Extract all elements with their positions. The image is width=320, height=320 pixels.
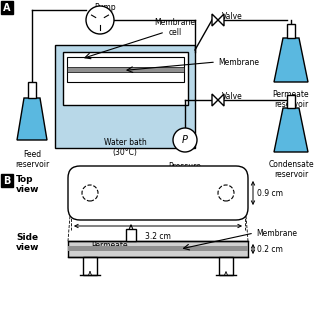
Polygon shape: [274, 108, 308, 152]
Bar: [126, 229, 136, 241]
Text: 3.2 cm: 3.2 cm: [145, 232, 171, 241]
Text: Valve: Valve: [222, 12, 242, 21]
Text: Permeate: Permeate: [92, 242, 128, 251]
Text: Condensate
reservoir: Condensate reservoir: [268, 160, 314, 180]
Circle shape: [173, 128, 197, 152]
Bar: [287, 24, 295, 38]
FancyBboxPatch shape: [68, 166, 248, 220]
Bar: [28, 82, 36, 98]
Text: Top
view: Top view: [16, 175, 39, 195]
Circle shape: [86, 6, 114, 34]
Text: Feed
reservoir: Feed reservoir: [15, 150, 49, 169]
Bar: [68, 241, 248, 257]
Bar: [67, 67, 184, 72]
Bar: [55, 45, 195, 148]
Text: Membrane
cell: Membrane cell: [155, 18, 196, 37]
Text: Water bath
(30°C): Water bath (30°C): [104, 138, 146, 157]
Polygon shape: [17, 98, 47, 140]
Text: A: A: [3, 3, 11, 12]
Bar: [219, 257, 233, 275]
Circle shape: [82, 185, 98, 201]
Bar: [67, 57, 184, 82]
Bar: [1, 174, 13, 187]
Text: P: P: [182, 135, 188, 145]
Bar: [63, 52, 188, 105]
Text: 0.9 cm: 0.9 cm: [257, 188, 283, 197]
Polygon shape: [212, 14, 224, 26]
Text: Permeate
reservoir: Permeate reservoir: [273, 90, 309, 109]
Text: Pressure
gauge: Pressure gauge: [169, 162, 201, 181]
Text: Side
view: Side view: [16, 233, 39, 252]
Text: Membrane: Membrane: [218, 58, 259, 67]
Bar: [68, 246, 248, 251]
Text: 0.2 cm: 0.2 cm: [257, 244, 283, 253]
Bar: [287, 95, 295, 108]
Text: Pump: Pump: [94, 3, 116, 12]
Polygon shape: [212, 94, 224, 106]
Circle shape: [218, 185, 234, 201]
Text: Valve: Valve: [222, 92, 242, 101]
Polygon shape: [274, 38, 308, 82]
Text: B: B: [3, 175, 11, 186]
Bar: [1, 1, 13, 14]
Bar: [83, 257, 97, 275]
Text: Membrane: Membrane: [256, 228, 297, 237]
